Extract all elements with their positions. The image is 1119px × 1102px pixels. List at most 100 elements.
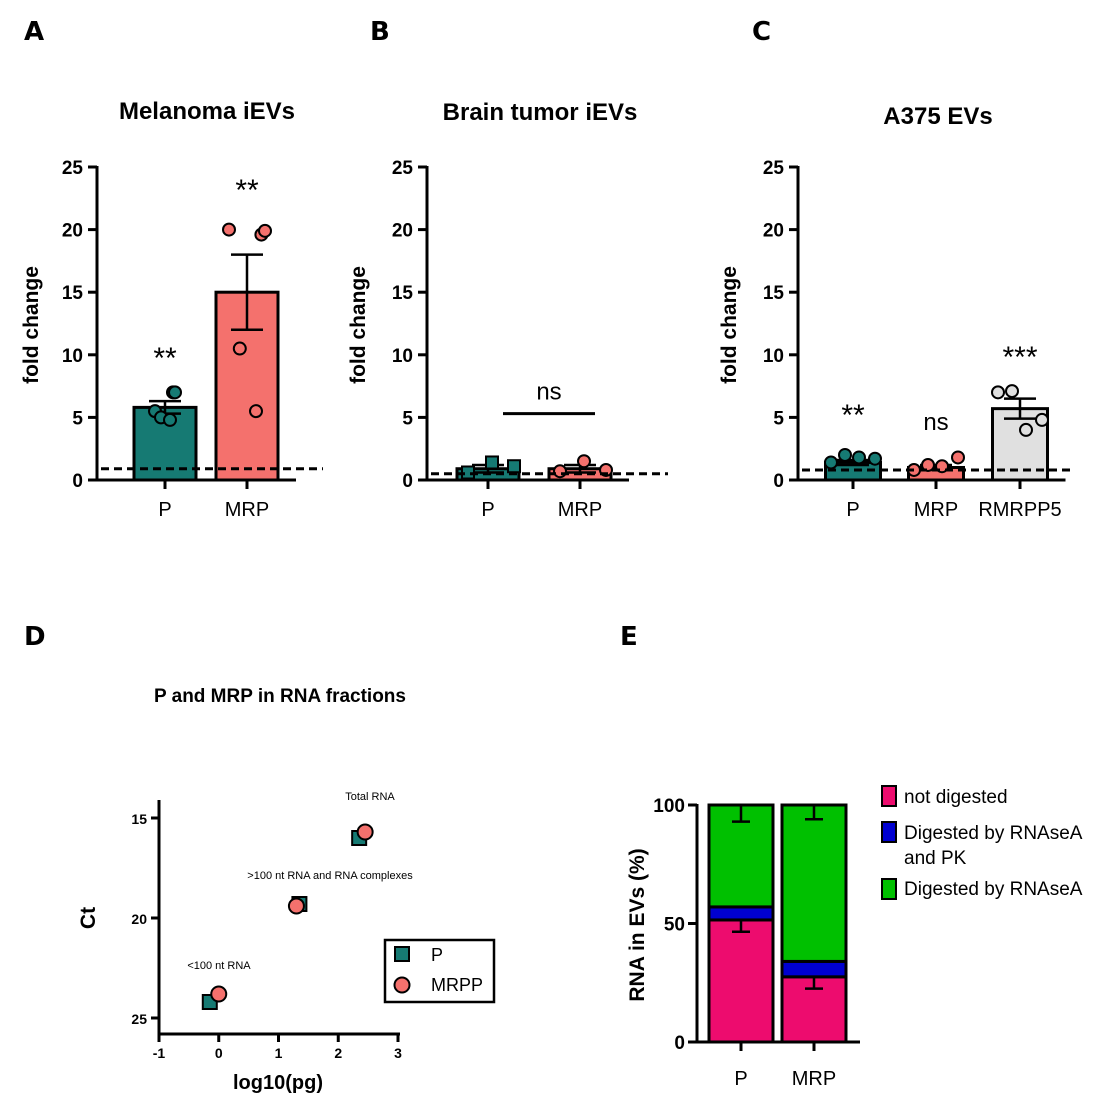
legend-not-digested-swatch bbox=[881, 785, 897, 807]
chart-b-ylabel: fold change bbox=[347, 266, 370, 384]
legend-not-digested-label: not digested bbox=[904, 787, 1008, 808]
chart-a-significance-label: ** bbox=[153, 342, 177, 375]
chart-d-xtick-label: 0 bbox=[215, 1045, 223, 1061]
chart-c-ytick-label: 15 bbox=[763, 283, 785, 304]
chart-d-xlabel: log10(pg) bbox=[233, 1072, 323, 1094]
chart-d-legend: P MRPP bbox=[383, 938, 496, 1004]
chart-b-ytick-label: 25 bbox=[392, 158, 414, 179]
chart-d-xtick-label: 1 bbox=[275, 1045, 283, 1061]
chart-d-point-mrpp bbox=[287, 897, 305, 915]
chart-a-point-mrp bbox=[249, 404, 263, 419]
chart-b-point-p bbox=[485, 455, 499, 470]
chart-c-ytick-label: 25 bbox=[763, 158, 785, 179]
chart-e-ylabel: RNA in EVs (%) bbox=[626, 848, 649, 1001]
chart-d-ytick-label: 15 bbox=[131, 811, 147, 827]
chart-c-point-p bbox=[824, 455, 838, 470]
chart-c-point-rmrpp5 bbox=[991, 385, 1005, 400]
legend-rnasea-pk-swatch bbox=[881, 821, 897, 843]
chart-b-title: Brain tumor iEVs bbox=[443, 99, 638, 126]
chart-c-point-p bbox=[852, 450, 866, 465]
chart-d-annotation-large: >100 nt RNA and RNA complexes bbox=[247, 870, 413, 882]
chart-b-point-mrp bbox=[577, 454, 591, 469]
chart-d-annotation-small: <100 nt RNA bbox=[187, 960, 251, 972]
chart-d-annotation-total: Total RNA bbox=[345, 791, 395, 803]
chart-d-point-mrpp bbox=[210, 985, 228, 1003]
chart-e-legend: not digested Digested by RNAseA and PK D… bbox=[881, 785, 1087, 900]
chart-e-category-label: MRP bbox=[792, 1068, 836, 1090]
panel-letter-c: C bbox=[752, 17, 771, 47]
chart-c-point-rmrpp5 bbox=[1005, 384, 1019, 399]
chart-a-ytick-label: 20 bbox=[62, 221, 83, 242]
legend-rnasea-pk-label-line1: Digested by RNAseA and PK bbox=[904, 823, 1087, 869]
chart-c-point-p bbox=[868, 451, 882, 466]
chart-e-ytick-label: 0 bbox=[674, 1033, 685, 1054]
panel-letter-d: D bbox=[24, 622, 46, 652]
chart-b-point-p bbox=[507, 459, 521, 474]
chart-c-point-rmrpp5 bbox=[1035, 412, 1049, 427]
chart-a-ylabel: fold change bbox=[20, 266, 43, 384]
panel-letter-b: B bbox=[370, 17, 390, 47]
chart-b-point-mrp bbox=[553, 464, 567, 479]
chart-c-point-mrp bbox=[921, 457, 935, 472]
chart-c-ytick-label: 0 bbox=[773, 471, 784, 492]
chart-d-xtick-label: -1 bbox=[153, 1045, 166, 1061]
chart-a-ytick-label: 5 bbox=[72, 408, 83, 429]
legend-rnasea-swatch bbox=[881, 878, 897, 900]
chart-c-significance-label: ** bbox=[841, 399, 865, 432]
chart-a-significance-label: ** bbox=[235, 174, 259, 207]
chart-a-point-mrp bbox=[222, 222, 236, 237]
chart-b-ytick-label: 15 bbox=[392, 283, 414, 304]
chart-b-comparison-label: ns bbox=[536, 379, 561, 406]
chart-a-point-p bbox=[163, 412, 177, 427]
chart-a-ytick-label: 10 bbox=[62, 346, 83, 367]
chart-c-category-label: RMRPP5 bbox=[978, 499, 1061, 521]
chart-c-point-rmrpp5 bbox=[1019, 422, 1033, 437]
chart-d-xtick-label: 2 bbox=[334, 1045, 342, 1061]
chart-d-ytick-label: 20 bbox=[131, 911, 147, 927]
chart-b-category-label: P bbox=[481, 499, 494, 521]
chart-b-ytick-label: 20 bbox=[392, 221, 413, 242]
panel-letter-e: E bbox=[620, 622, 638, 652]
panel-letter-a: A bbox=[24, 17, 44, 47]
chart-a-point-mrp bbox=[232, 341, 247, 356]
chart-d-xtick-label: 3 bbox=[394, 1045, 402, 1061]
chart-c-category-label: MRP bbox=[914, 499, 958, 521]
chart-c-point-mrp bbox=[951, 450, 965, 465]
chart-e-ytick-label: 50 bbox=[664, 915, 685, 936]
chart-c-significance-label: ns bbox=[923, 409, 948, 436]
legend-mrpp-label: MRPP bbox=[431, 975, 483, 995]
chart-a-ytick-label: 25 bbox=[62, 158, 84, 179]
chart-e-segment-mrp bbox=[780, 803, 848, 963]
chart-d-legend-box bbox=[383, 938, 496, 1004]
chart-c-ylabel: fold change bbox=[718, 266, 741, 384]
chart-d-point-mrpp bbox=[356, 823, 374, 841]
chart-e-segment-mrp bbox=[780, 959, 848, 979]
chart-c-ytick-label: 20 bbox=[763, 221, 784, 242]
chart-e-segment-p bbox=[707, 918, 775, 1044]
legend-p-label: P bbox=[431, 945, 443, 965]
chart-a-category-label: P bbox=[158, 499, 171, 521]
chart-a-category-label: MRP bbox=[225, 499, 269, 521]
chart-d-ylabel: Ct bbox=[77, 907, 100, 929]
chart-a-title: Melanoma iEVs bbox=[119, 98, 295, 125]
legend-p-square-marker bbox=[394, 946, 410, 962]
chart-e-segment-p bbox=[707, 905, 775, 922]
chart-a-ytick-label: 0 bbox=[72, 471, 83, 492]
chart-a-ytick-label: 15 bbox=[62, 283, 84, 304]
chart-a-point-mrp bbox=[258, 223, 272, 238]
chart-c-point-p bbox=[838, 447, 852, 462]
chart-b-ytick-label: 0 bbox=[402, 471, 413, 492]
chart-c-ytick-label: 5 bbox=[773, 408, 784, 429]
chart-b-ytick-label: 10 bbox=[392, 346, 413, 367]
chart-a-point-p bbox=[168, 385, 182, 400]
chart-c-category-label: P bbox=[846, 499, 859, 521]
legend-mrpp-circle-marker bbox=[393, 976, 411, 994]
chart-d-title: P and MRP in RNA fractions bbox=[154, 686, 406, 707]
chart-c-ytick-label: 10 bbox=[763, 346, 784, 367]
chart-e-category-label: P bbox=[734, 1068, 747, 1090]
chart-d-ytick-label: 25 bbox=[131, 1011, 147, 1027]
chart-c-significance-label: *** bbox=[1002, 341, 1037, 374]
chart-b-category-label: MRP bbox=[558, 499, 602, 521]
chart-c-title: A375 EVs bbox=[883, 103, 992, 130]
